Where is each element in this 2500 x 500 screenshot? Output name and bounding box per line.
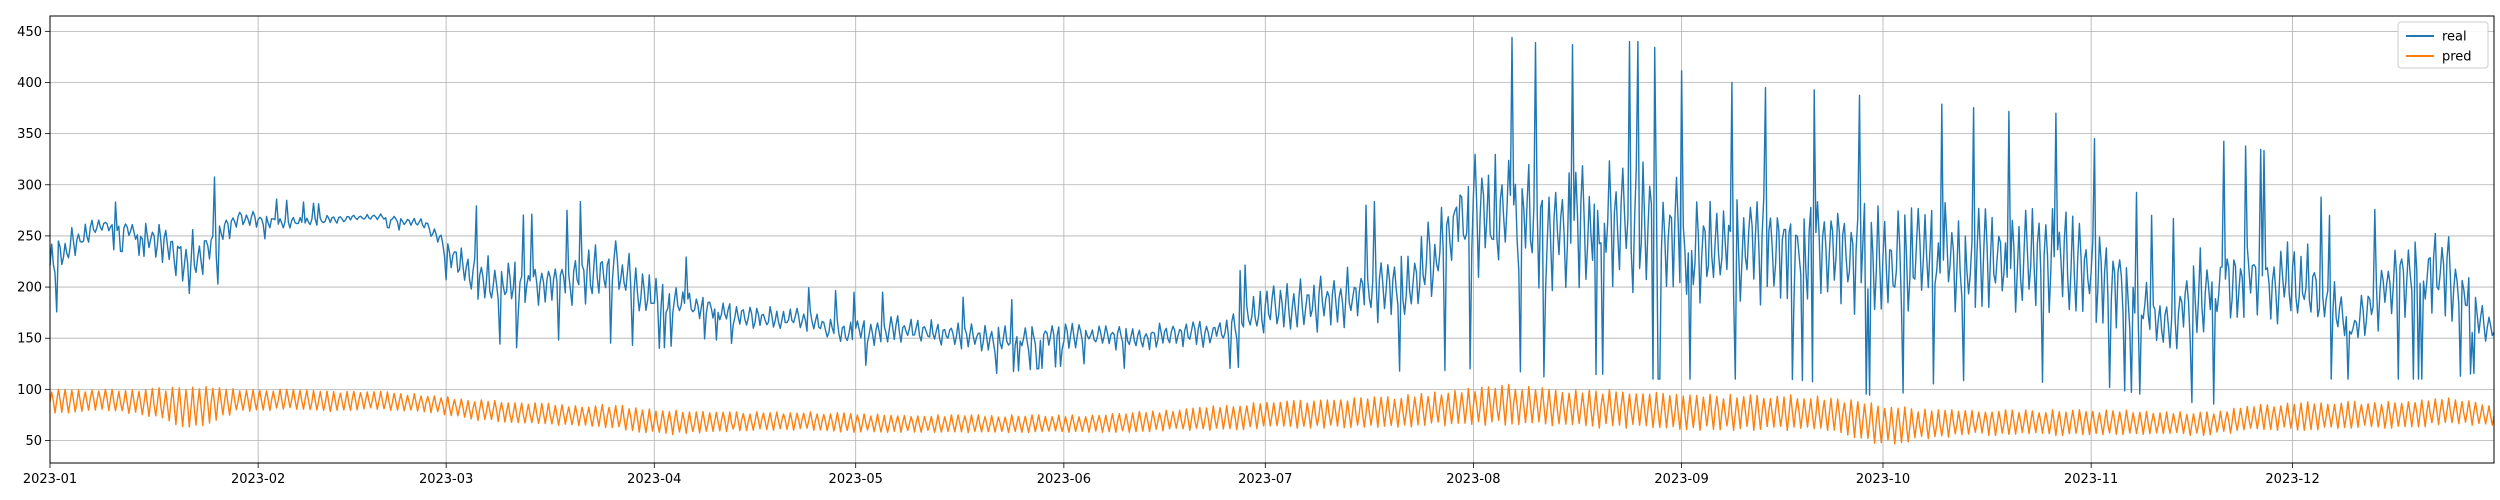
y-tick-label: 100: [17, 383, 42, 398]
series-layer: [49, 36, 2495, 445]
grid: [49, 16, 2494, 463]
y-tick-label: 150: [17, 332, 42, 347]
legend-label-pred: pred: [2442, 50, 2472, 65]
y-tick-label: 50: [25, 434, 42, 449]
y-tick-label: 350: [17, 127, 42, 142]
y-tick-label: 300: [17, 178, 42, 193]
y-axis: 50 100 150 200 250 300 350 400 450: [17, 25, 50, 449]
x-tick-label: 2023-11: [2064, 472, 2118, 487]
plot-frame: [49, 15, 2495, 464]
plot-background: [50, 16, 2494, 463]
legend: real pred: [2397, 21, 2489, 69]
legend-label-real: real: [2442, 30, 2467, 45]
x-tick-label: 2023-12: [2265, 472, 2319, 487]
x-tick-label: 2023-03: [419, 472, 473, 487]
y-tick-label: 250: [17, 229, 42, 244]
y-tick-label: 400: [17, 76, 42, 91]
x-tick-label: 2023-08: [1446, 472, 1500, 487]
x-tick-label: 2023-07: [1238, 472, 1292, 487]
x-tick-label: 2023-05: [829, 472, 883, 487]
series-line-real: [49, 36, 2495, 405]
x-tick-label: 2023-04: [627, 472, 681, 487]
x-tick-label: 2023-09: [1654, 472, 1708, 487]
x-tick-label: 2023-06: [1037, 472, 1091, 487]
x-axis: 2023-01 2023-02 2023-03 2023-04 2023-05 2023-…: [23, 463, 2320, 487]
x-tick-label: 2023-10: [1856, 472, 1910, 487]
y-tick-label: 450: [17, 25, 42, 40]
x-tick-label: 2023-01: [23, 472, 77, 487]
series-line-pred: [49, 383, 2495, 445]
y-tick-label: 200: [17, 281, 42, 296]
x-tick-label: 2023-02: [231, 472, 285, 487]
